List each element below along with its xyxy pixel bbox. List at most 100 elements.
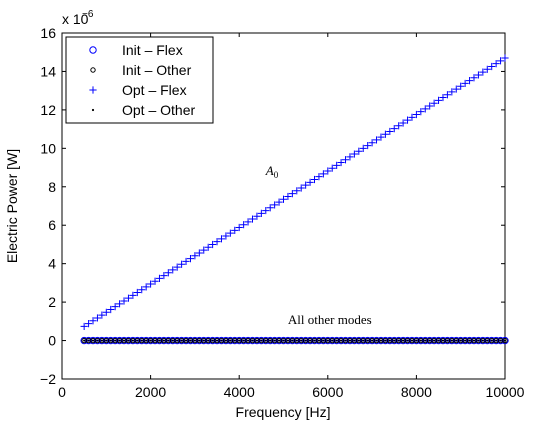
data-point <box>111 336 119 345</box>
data-point <box>328 336 336 345</box>
data-point <box>439 336 447 345</box>
data-point <box>186 336 195 345</box>
data-point <box>269 339 272 342</box>
data-point <box>124 336 133 345</box>
data-point <box>248 336 257 345</box>
data-point <box>468 339 471 342</box>
data-point <box>372 136 381 144</box>
data-point <box>457 336 465 345</box>
data-point <box>474 336 483 345</box>
legend: Init – Flex Init – Other Opt – Flex Opt – O… <box>65 36 214 124</box>
data-point <box>275 198 283 206</box>
data-point <box>169 266 177 274</box>
data-point <box>147 280 155 288</box>
data-point <box>89 336 97 345</box>
data-point <box>304 339 307 342</box>
data-point <box>346 336 354 345</box>
y-tick-label: 6 <box>48 217 56 233</box>
data-point <box>164 269 172 277</box>
data-point <box>399 119 407 127</box>
data-point <box>301 336 310 345</box>
data-point <box>120 297 128 305</box>
data-point <box>162 339 165 342</box>
y-tick-label: 16 <box>40 25 56 41</box>
data-point <box>151 336 159 345</box>
data-point <box>426 102 434 110</box>
data-point <box>331 339 334 342</box>
data-point <box>357 339 360 342</box>
data-point <box>208 336 217 345</box>
data-point <box>390 336 398 345</box>
data-point <box>182 257 190 266</box>
data-point <box>364 141 372 150</box>
y-tick-label: 14 <box>40 63 56 79</box>
data-point <box>412 336 421 345</box>
data-point <box>229 339 232 342</box>
legend-marker <box>89 46 97 54</box>
data-point <box>273 339 276 342</box>
data-point <box>164 336 173 345</box>
data-point <box>457 82 465 90</box>
data-point <box>384 339 387 342</box>
data-point <box>213 238 221 246</box>
data-point <box>377 336 385 345</box>
data-point <box>461 79 469 88</box>
data-point <box>288 190 296 198</box>
data-point <box>501 336 509 345</box>
data-point <box>176 339 179 342</box>
data-point <box>151 277 159 285</box>
data-point <box>415 339 418 342</box>
data-point <box>202 339 205 342</box>
data-point <box>425 336 434 345</box>
data-point <box>412 110 420 119</box>
data-point <box>410 339 414 342</box>
data-point <box>270 336 279 345</box>
annotation: All other modes <box>288 312 372 327</box>
series-marks <box>80 54 509 345</box>
data-point <box>483 65 491 73</box>
data-point <box>496 57 505 65</box>
axis-ticks <box>61 32 506 380</box>
data-point <box>142 283 150 291</box>
data-point <box>222 232 230 240</box>
data-point <box>300 339 303 342</box>
data-point <box>350 336 359 345</box>
data-point <box>319 336 328 345</box>
data-point <box>84 320 93 328</box>
data-point <box>262 336 270 345</box>
data-point <box>328 164 336 172</box>
data-point <box>284 336 292 345</box>
data-point <box>397 339 400 342</box>
data-point <box>324 167 332 175</box>
data-point <box>371 339 374 342</box>
data-point <box>180 339 183 342</box>
y-tick-label: −2 <box>40 371 56 387</box>
data-point <box>282 339 285 342</box>
x-tick-label: 6000 <box>312 384 343 400</box>
data-point <box>160 271 168 280</box>
data-point <box>355 336 363 345</box>
data-point <box>129 291 137 299</box>
data-point <box>136 339 139 342</box>
y-tick-label: 4 <box>48 256 56 272</box>
x-axis-label: Frequency [Hz] <box>236 404 331 420</box>
data-point <box>379 339 383 342</box>
data-point <box>84 336 93 345</box>
data-point <box>441 339 445 342</box>
data-point <box>222 336 230 345</box>
data-point <box>114 339 117 342</box>
data-point <box>386 127 394 136</box>
data-point <box>502 337 508 344</box>
data-point <box>91 339 95 342</box>
data-point <box>455 339 458 342</box>
data-point <box>204 336 212 345</box>
y-tick-label: 0 <box>48 333 56 349</box>
data-point <box>146 336 155 345</box>
data-point <box>142 336 150 345</box>
x-tick-label: 4000 <box>224 384 255 400</box>
data-point <box>238 339 241 342</box>
data-point <box>189 339 192 342</box>
data-point <box>333 161 341 169</box>
x-tick-label: 0 <box>58 384 66 400</box>
